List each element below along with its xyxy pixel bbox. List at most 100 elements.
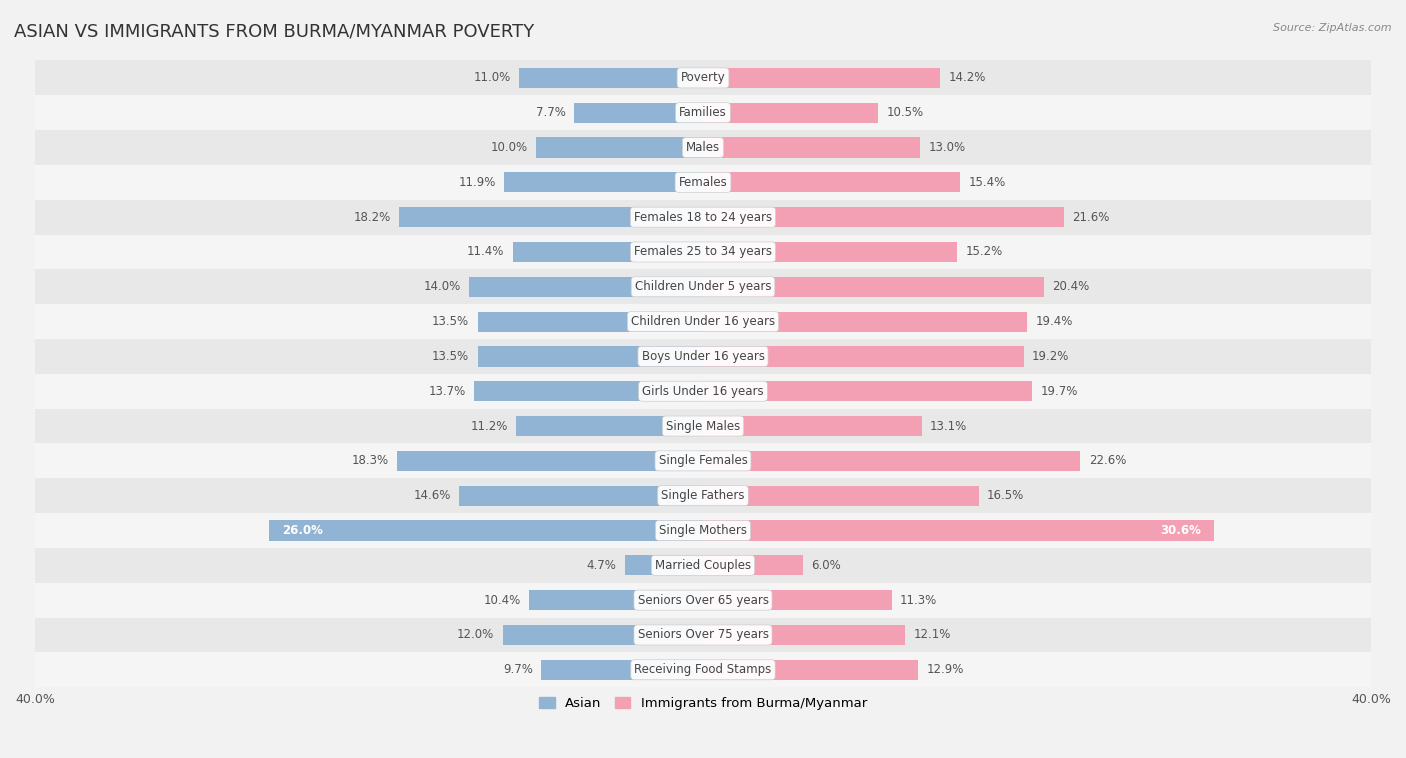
Bar: [575, 102, 703, 123]
Text: 13.5%: 13.5%: [432, 315, 470, 328]
Bar: [35, 269, 1371, 304]
Text: 18.2%: 18.2%: [353, 211, 391, 224]
Bar: [536, 137, 703, 158]
Bar: [269, 521, 703, 540]
Text: Families: Families: [679, 106, 727, 119]
Text: 13.0%: 13.0%: [928, 141, 966, 154]
Bar: [35, 618, 1371, 653]
Text: 19.2%: 19.2%: [1032, 350, 1070, 363]
Bar: [35, 478, 1371, 513]
Bar: [35, 130, 1371, 165]
Text: Married Couples: Married Couples: [655, 559, 751, 572]
Bar: [478, 312, 703, 332]
Text: Seniors Over 75 years: Seniors Over 75 years: [637, 628, 769, 641]
Text: 18.3%: 18.3%: [352, 454, 389, 468]
Bar: [35, 653, 1371, 688]
Bar: [519, 67, 703, 88]
Bar: [516, 416, 703, 436]
Text: 30.6%: 30.6%: [1160, 524, 1201, 537]
Bar: [703, 590, 891, 610]
Text: 13.1%: 13.1%: [931, 419, 967, 433]
Bar: [502, 625, 703, 645]
Bar: [703, 277, 1043, 297]
Bar: [35, 165, 1371, 200]
Text: Children Under 5 years: Children Under 5 years: [634, 280, 772, 293]
Text: 10.0%: 10.0%: [491, 141, 527, 154]
Bar: [703, 659, 918, 680]
Text: 21.6%: 21.6%: [1073, 211, 1109, 224]
Text: 9.7%: 9.7%: [503, 663, 533, 676]
Bar: [703, 346, 1024, 367]
Text: ASIAN VS IMMIGRANTS FROM BURMA/MYANMAR POVERTY: ASIAN VS IMMIGRANTS FROM BURMA/MYANMAR P…: [14, 23, 534, 41]
Bar: [35, 374, 1371, 409]
Text: 10.4%: 10.4%: [484, 594, 522, 606]
Text: 11.0%: 11.0%: [474, 71, 510, 84]
Bar: [529, 590, 703, 610]
Text: Poverty: Poverty: [681, 71, 725, 84]
Text: 14.0%: 14.0%: [423, 280, 461, 293]
Bar: [703, 172, 960, 193]
Text: 10.5%: 10.5%: [887, 106, 924, 119]
Text: Receiving Food Stamps: Receiving Food Stamps: [634, 663, 772, 676]
Text: 11.4%: 11.4%: [467, 246, 505, 258]
Bar: [703, 521, 1213, 540]
Text: Single Females: Single Females: [658, 454, 748, 468]
Text: Single Fathers: Single Fathers: [661, 489, 745, 503]
Text: 6.0%: 6.0%: [811, 559, 841, 572]
Bar: [35, 443, 1371, 478]
Text: Single Males: Single Males: [666, 419, 740, 433]
Bar: [505, 172, 703, 193]
Text: 19.4%: 19.4%: [1035, 315, 1073, 328]
Bar: [703, 555, 803, 575]
Text: 15.4%: 15.4%: [969, 176, 1005, 189]
Bar: [35, 583, 1371, 618]
Bar: [474, 381, 703, 401]
Bar: [703, 486, 979, 506]
Text: 11.3%: 11.3%: [900, 594, 938, 606]
Text: Girls Under 16 years: Girls Under 16 years: [643, 385, 763, 398]
Bar: [35, 234, 1371, 269]
Text: 14.2%: 14.2%: [949, 71, 986, 84]
Bar: [703, 207, 1064, 227]
Text: Females: Females: [679, 176, 727, 189]
Text: 4.7%: 4.7%: [586, 559, 616, 572]
Text: 12.0%: 12.0%: [457, 628, 495, 641]
Text: 11.9%: 11.9%: [458, 176, 496, 189]
Bar: [35, 548, 1371, 583]
Bar: [35, 513, 1371, 548]
Text: 20.4%: 20.4%: [1052, 280, 1090, 293]
Text: 12.9%: 12.9%: [927, 663, 965, 676]
Bar: [703, 137, 920, 158]
Bar: [703, 242, 957, 262]
Bar: [703, 625, 905, 645]
Text: 19.7%: 19.7%: [1040, 385, 1078, 398]
Bar: [35, 339, 1371, 374]
Text: 11.2%: 11.2%: [470, 419, 508, 433]
Bar: [35, 96, 1371, 130]
Text: 22.6%: 22.6%: [1088, 454, 1126, 468]
Legend: Asian, Immigrants from Burma/Myanmar: Asian, Immigrants from Burma/Myanmar: [533, 691, 873, 715]
Text: 7.7%: 7.7%: [536, 106, 567, 119]
Bar: [35, 200, 1371, 234]
Bar: [703, 67, 941, 88]
Bar: [703, 381, 1032, 401]
Bar: [35, 409, 1371, 443]
Text: 26.0%: 26.0%: [283, 524, 323, 537]
Text: 15.2%: 15.2%: [965, 246, 1002, 258]
Text: Source: ZipAtlas.com: Source: ZipAtlas.com: [1274, 23, 1392, 33]
Text: Single Mothers: Single Mothers: [659, 524, 747, 537]
Bar: [703, 416, 922, 436]
Bar: [35, 61, 1371, 96]
Bar: [35, 304, 1371, 339]
Text: Females 25 to 34 years: Females 25 to 34 years: [634, 246, 772, 258]
Bar: [513, 242, 703, 262]
Text: 12.1%: 12.1%: [914, 628, 950, 641]
Bar: [703, 312, 1026, 332]
Text: 14.6%: 14.6%: [413, 489, 451, 503]
Bar: [478, 346, 703, 367]
Text: Seniors Over 65 years: Seniors Over 65 years: [637, 594, 769, 606]
Bar: [399, 207, 703, 227]
Bar: [541, 659, 703, 680]
Text: Females 18 to 24 years: Females 18 to 24 years: [634, 211, 772, 224]
Text: 16.5%: 16.5%: [987, 489, 1024, 503]
